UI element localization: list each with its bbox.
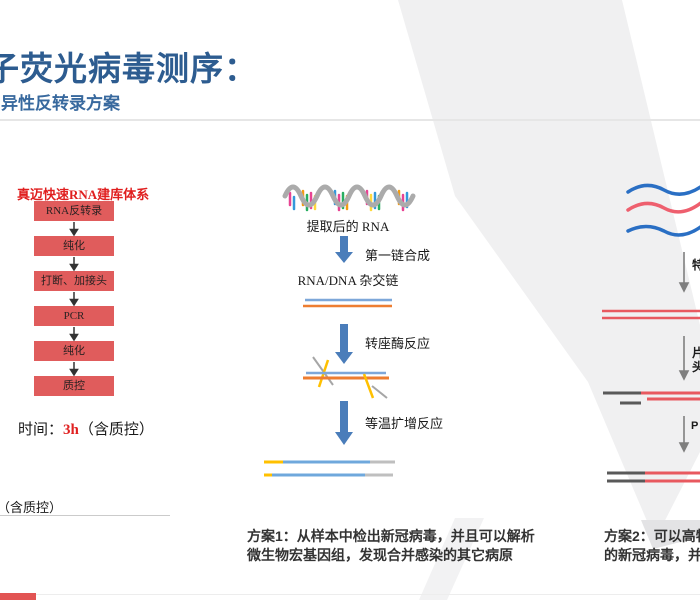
flow-step-pcr: PCR — [34, 306, 114, 326]
hybrid-strand-lines — [303, 298, 392, 308]
rna-wave-icon — [282, 184, 416, 212]
pcr-product-lines — [607, 471, 700, 483]
header-divider — [0, 119, 700, 121]
hybrid-chain-label: RNA/DNA 杂交链 — [297, 273, 399, 288]
time-suffix: （含质控） — [78, 422, 154, 438]
flow-step-purify-1: 纯化 — [34, 236, 114, 256]
plan2-caption-line2: 的新冠病毒，并 — [604, 547, 700, 563]
first-strand-label: 第一链合成 — [365, 248, 431, 263]
rt-step-label: 特 — [692, 258, 700, 272]
plan2-caption-line1: 方案2：可以高特 — [604, 528, 700, 544]
plan2-caption: 方案2：可以高特 的新冠病毒，并 — [604, 527, 700, 565]
block-down-arrow-icons — [335, 236, 353, 445]
time-value: 3h — [63, 422, 79, 438]
transposase-label: 转座酶反应 — [365, 336, 431, 351]
flow-step-purify-2: 纯化 — [34, 341, 114, 361]
plan1-caption: 方案1：从样本中检出新冠病毒，并且可以解析 微生物宏基因组，发现合并感染的其它病… — [247, 527, 535, 565]
plan1-caption-line2: 微生物宏基因组，发现合并感染的其它病原 — [247, 547, 513, 563]
flowchart-heading: 真迈快速RNA建库体系 — [17, 187, 150, 202]
left-underline — [0, 515, 170, 516]
fragment-step-label-bottom: 头 — [692, 360, 700, 374]
flow-step-fragment: 打断、加接头 — [34, 271, 114, 291]
diagonal-corner-shape — [641, 520, 700, 549]
diagonal-band-shape — [398, 0, 700, 540]
plan1-caption-line1: 方案1：从样本中检出新冠病毒，并且可以解析 — [247, 528, 535, 544]
time-label: 时间： — [18, 422, 64, 438]
bottom-edge-line — [0, 594, 700, 595]
page-title: 子荧光病毒测序： — [0, 50, 258, 87]
isothermal-label: 等温扩增反应 — [365, 416, 444, 431]
rna-strand-wave-icons — [626, 183, 700, 237]
amplified-product-lines — [264, 460, 395, 477]
adapter-fragment-lines — [603, 391, 700, 405]
fragment-step-label-top: 片 — [692, 346, 700, 360]
flow-step-qc: 质控 — [34, 376, 114, 396]
flowchart-arrow-icons — [69, 222, 79, 377]
transposase-diagram — [303, 356, 389, 399]
time-note: 时间：3h（含质控） — [18, 418, 154, 439]
diagonal-small-shape — [419, 518, 484, 600]
gray-down-arrow-icons — [678, 252, 690, 453]
rna-extract-label: 提取后的 RNA — [306, 219, 390, 234]
page-subtitle: 异性反转录方案 — [1, 94, 120, 113]
partial-qc-note: （含质控） — [0, 500, 63, 515]
bottom-left-red-bar — [0, 593, 36, 600]
cdna-double-line — [602, 309, 700, 320]
flow-step-rna-rt: RNA反转录 — [34, 201, 114, 221]
pcr-step-label: P — [691, 420, 699, 432]
